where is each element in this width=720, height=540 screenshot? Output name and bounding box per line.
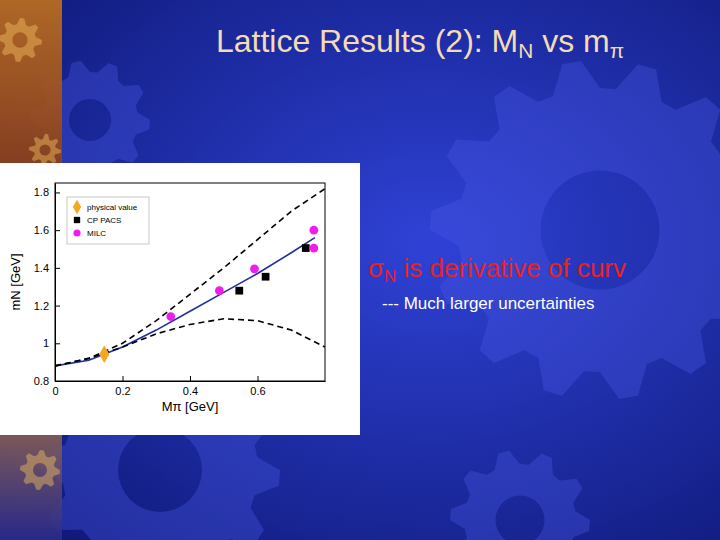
y-tick: 0.8 — [34, 375, 60, 387]
x-tick: 0.6 — [250, 376, 265, 397]
legend-box — [67, 197, 149, 244]
x-tick-label: 0.6 — [250, 385, 265, 397]
plot-frame — [55, 183, 325, 381]
slide: Lattice Results (2): MN vs mπσN is deriv… — [0, 0, 720, 540]
y-axis-line — [55, 184, 56, 382]
x-axis-title: Mπ [GeV] — [162, 399, 219, 414]
legend: physical value CP PACS MILC — [67, 197, 149, 244]
x-tick-label: 0.2 — [115, 385, 130, 397]
data-point — [166, 312, 175, 321]
y-tick-label: 1.8 — [34, 186, 49, 198]
legend-swatch — [73, 229, 80, 236]
legend-label: CP PACS — [87, 216, 121, 225]
data-point — [262, 273, 270, 281]
data-point — [250, 264, 259, 273]
data-point — [309, 226, 318, 235]
point-text-run: --- Much larger uncertainties — [382, 294, 595, 313]
strip-gear — [20, 450, 60, 490]
point-text-run: is derivative of curv — [396, 253, 626, 283]
legend-swatch — [73, 200, 81, 214]
y-tick-mark — [55, 230, 60, 231]
slide-title: Lattice Results (2): MN vs mπ — [216, 23, 624, 62]
data-point — [215, 286, 224, 295]
y-tick-label: 1.6 — [34, 224, 49, 236]
fit-curve — [55, 319, 325, 366]
y-axis: 0.8 1 1.2 1.4 1.6 1.8 — [34, 184, 60, 388]
legend-label: physical value — [87, 203, 138, 212]
y-axis-title: mN [GeV] — [8, 253, 23, 310]
data-point — [309, 244, 318, 253]
y-tick-label: 0.8 — [34, 375, 49, 387]
y-tick-mark — [55, 343, 60, 344]
slide-title-run: Lattice Results (2): M — [216, 23, 518, 59]
y-tick-label: 1 — [43, 337, 49, 349]
x-tick-mark — [190, 376, 191, 381]
x-axis-line — [56, 381, 326, 382]
gear-decoration — [450, 451, 590, 540]
point-text-run: N — [384, 267, 396, 286]
data-point — [302, 244, 310, 252]
point-text: --- Much larger uncertainties — [382, 294, 595, 313]
slide-title-run: π — [610, 39, 624, 62]
y-tick: 1.8 — [34, 186, 60, 198]
gear-decoration — [430, 61, 720, 399]
strip-gear — [29, 134, 61, 166]
x-tick: 0.4 — [183, 376, 198, 397]
y-tick-label: 1.2 — [34, 300, 49, 312]
x-tick-mark — [123, 376, 124, 381]
slide-title-run: vs m — [533, 23, 609, 59]
data-point — [235, 287, 243, 295]
chart-panel — [0, 163, 360, 435]
fit-curve — [55, 238, 315, 366]
legend-swatch — [74, 217, 80, 223]
plot-area — [55, 189, 325, 366]
x-axis: 0 0.2 0.4 0.6 — [52, 376, 325, 397]
y-tick: 1 — [43, 337, 60, 349]
strip-gear — [0, 18, 42, 62]
y-tick: 1.6 — [34, 224, 60, 236]
y-tick-mark — [55, 306, 60, 307]
x-tick-label: 0.4 — [183, 385, 198, 397]
y-tick-mark — [55, 268, 60, 269]
legend-label: MILC — [87, 229, 106, 238]
y-tick-label: 1.4 — [34, 262, 49, 274]
point-text: σN is derivative of curv — [368, 253, 626, 286]
fit-curve — [55, 189, 325, 366]
point-text-run: σ — [368, 253, 384, 283]
data-point — [99, 345, 109, 363]
y-tick-mark — [55, 381, 60, 382]
y-tick: 1.2 — [34, 300, 60, 312]
y-tick-mark — [55, 192, 60, 193]
x-tick: 0.2 — [115, 376, 130, 397]
x-tick-mark — [258, 376, 259, 381]
slide-title-run: N — [518, 39, 533, 62]
x-tick-label: 0 — [52, 385, 58, 397]
y-tick: 1.4 — [34, 262, 60, 274]
